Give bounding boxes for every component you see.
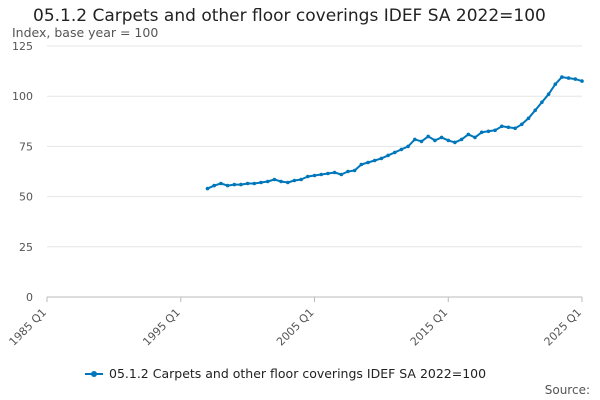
data-point xyxy=(486,129,491,134)
series-line xyxy=(207,76,583,190)
data-point xyxy=(553,82,558,86)
data-point xyxy=(372,158,377,163)
data-point xyxy=(366,160,370,165)
data-point xyxy=(500,124,504,129)
data-point xyxy=(453,140,457,145)
data-point xyxy=(259,180,263,185)
data-point xyxy=(299,177,303,182)
gridlines xyxy=(47,45,582,298)
data-point xyxy=(426,134,431,139)
data-point xyxy=(506,125,511,130)
x-tick-label: 2005 Q1 xyxy=(274,306,317,349)
data-point xyxy=(413,137,417,142)
data-point xyxy=(239,182,243,187)
data-point xyxy=(580,79,584,83)
data-point xyxy=(433,138,437,143)
y-tick-label: 75 xyxy=(19,140,33,153)
source-label: Source: xyxy=(544,383,590,397)
data-point xyxy=(439,135,444,140)
data-point xyxy=(272,177,277,182)
axes: 0 25 50 75 100 125 1985 Q1 1995 Q1 2005 Q1 2015 Q… xyxy=(7,40,585,348)
data-point xyxy=(473,135,477,140)
data-point xyxy=(560,75,564,79)
data-point xyxy=(339,172,344,177)
data-point xyxy=(252,181,257,186)
data-point xyxy=(319,172,324,177)
data-point xyxy=(386,153,390,158)
data-point xyxy=(326,171,330,176)
data-point xyxy=(466,132,471,137)
data-point xyxy=(526,116,531,121)
data-point xyxy=(219,181,223,186)
data-point xyxy=(352,168,357,173)
data-point xyxy=(265,179,270,184)
data-point xyxy=(225,183,230,188)
legend-label: 05.1.2 Carpets and other floor coverings… xyxy=(109,366,487,381)
y-tick-label: 50 xyxy=(19,191,33,204)
chart-subtitle: Index, base year = 100 xyxy=(12,25,159,40)
x-tick-label: 2015 Q1 xyxy=(408,306,451,349)
data-point xyxy=(479,130,484,135)
data-point xyxy=(286,180,290,185)
data-point xyxy=(312,173,317,178)
series-layer xyxy=(205,75,584,191)
data-point xyxy=(566,76,571,80)
data-point xyxy=(245,181,250,186)
data-point xyxy=(346,169,350,174)
legend-line-marker-icon xyxy=(85,370,103,377)
data-point xyxy=(573,77,578,81)
chart-title: 05.1.2 Carpets and other floor coverings… xyxy=(33,6,546,26)
x-tick-label: 1995 Q1 xyxy=(140,306,183,349)
legend[interactable]: 05.1.2 Carpets and other floor coverings… xyxy=(85,366,486,381)
data-point xyxy=(306,174,310,179)
data-point xyxy=(459,137,464,142)
y-tick-label: 25 xyxy=(19,241,33,254)
data-point xyxy=(232,182,237,187)
data-point xyxy=(419,139,424,144)
data-point xyxy=(399,147,404,152)
x-tick-label: 2025 Q1 xyxy=(542,306,585,349)
data-point xyxy=(493,128,497,133)
y-tick-label: 125 xyxy=(12,40,33,53)
data-point xyxy=(393,150,397,155)
x-tick-label: 1985 Q1 xyxy=(7,306,50,349)
data-point xyxy=(513,126,517,131)
data-point xyxy=(212,183,216,188)
data-point xyxy=(540,100,544,104)
y-tick-label: 0 xyxy=(26,291,33,304)
data-point xyxy=(446,138,451,143)
data-point xyxy=(292,178,297,183)
data-point xyxy=(520,122,524,127)
data-point xyxy=(359,162,364,167)
data-point xyxy=(279,179,283,184)
data-point xyxy=(533,108,537,113)
data-point xyxy=(406,144,410,149)
data-point xyxy=(379,156,384,161)
data-point xyxy=(332,170,337,175)
data-point xyxy=(546,92,551,96)
data-point xyxy=(205,186,210,191)
y-tick-label: 100 xyxy=(12,90,33,103)
